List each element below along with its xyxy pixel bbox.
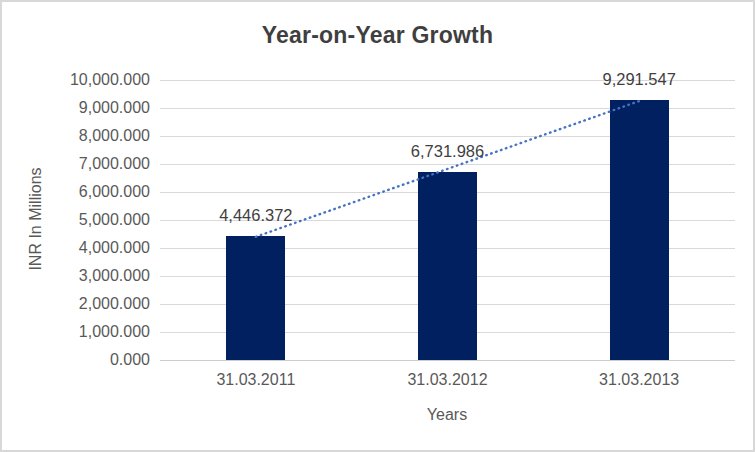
y-tick-label: 2,000.000 <box>2 296 150 312</box>
y-tick-label: 0.000 <box>2 352 150 368</box>
x-tick-label: 31.03.2012 <box>407 371 487 389</box>
y-axis-title: INR In Millions <box>27 167 45 270</box>
y-tick-label: 7,000.000 <box>2 156 150 172</box>
y-tick-label: 9,000.000 <box>2 100 150 116</box>
y-tick-label: 6,000.000 <box>2 184 150 200</box>
y-tick-label: 5,000.000 <box>2 212 150 228</box>
x-axis-line <box>160 360 735 361</box>
chart-title: Year-on-Year Growth <box>2 22 753 49</box>
y-tick-label: 1,000.000 <box>2 324 150 340</box>
x-axis-title: Years <box>427 406 467 424</box>
chart-canvas: Year-on-Year Growth 0.000 1,000.000 2,000.… <box>0 0 755 452</box>
bar-data-label: 6,731.986 <box>411 142 484 161</box>
y-tick-label: 10,000.000 <box>2 72 150 88</box>
bar <box>418 172 477 360</box>
bar <box>610 100 669 360</box>
y-tick-label: 8,000.000 <box>2 128 150 144</box>
x-tick-label: 31.03.2013 <box>599 371 679 389</box>
y-tick-label: 4,000.000 <box>2 240 150 256</box>
y-tick-label: 3,000.000 <box>2 268 150 284</box>
x-tick-label: 31.03.2011 <box>216 371 295 389</box>
bar-data-label: 4,446.372 <box>219 206 292 225</box>
bar-data-label: 9,291.547 <box>602 70 675 89</box>
bar <box>226 236 285 360</box>
